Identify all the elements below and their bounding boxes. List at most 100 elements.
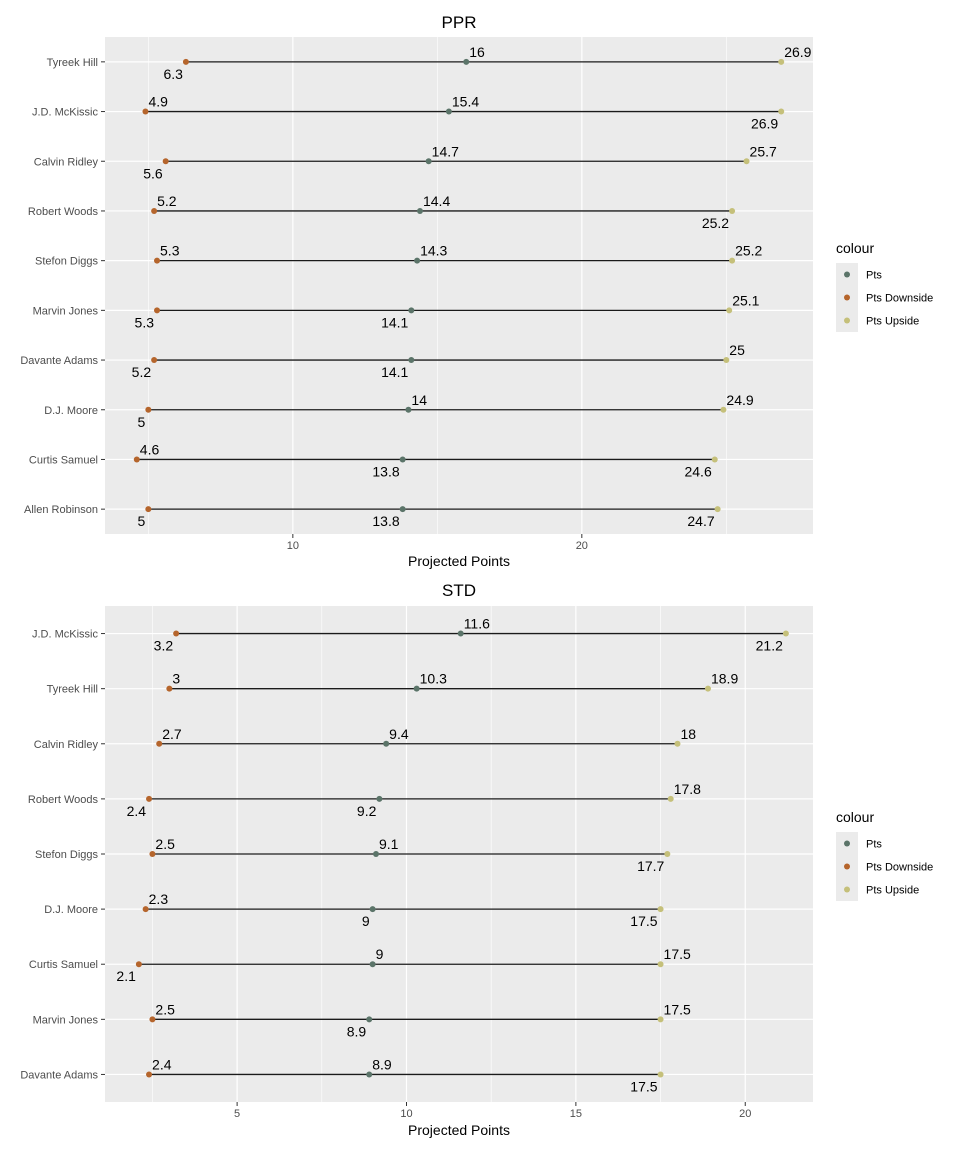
data-label-pts: 9.1 — [379, 836, 399, 852]
category-label: D.J. Moore — [44, 405, 98, 417]
data-label-pts: 14.4 — [423, 193, 450, 209]
data-label-pts-downside: 5 — [138, 414, 146, 430]
data-label-pts-upside: 17.5 — [664, 946, 691, 962]
data-label-pts-downside: 2.3 — [149, 891, 169, 907]
data-label-pts-upside: 17.5 — [664, 1001, 691, 1017]
chart-title: STD — [442, 581, 476, 600]
point-pts — [457, 630, 464, 637]
point-pts-downside — [135, 961, 142, 968]
point-pts-downside — [151, 357, 158, 364]
point-pts — [369, 906, 376, 913]
point-pts-upside — [714, 506, 721, 513]
x-tick-label: 10 — [287, 540, 299, 552]
chart-panel-ppr: PPR 10 20 Tyreek Hill J.D. McKissic Calvin Ri… — [20, 13, 933, 569]
point-pts-upside — [664, 851, 671, 857]
point-pts-upside — [782, 630, 789, 637]
point-pts-downside — [154, 307, 161, 314]
data-label-pts: 11.6 — [464, 616, 490, 632]
point-pts-upside — [743, 158, 750, 165]
point-pts-upside — [674, 740, 681, 747]
point-pts — [373, 851, 380, 857]
data-label-pts-upside: 25.2 — [735, 243, 762, 259]
data-label-pts-upside: 24.7 — [687, 513, 714, 529]
category-label: Tyreek Hill — [47, 57, 98, 69]
point-pts-downside — [154, 257, 161, 264]
data-label-pts-downside: 2.4 — [152, 1056, 172, 1072]
category-label: Calvin Ridley — [34, 739, 99, 751]
data-label-pts: 13.8 — [372, 513, 399, 529]
data-label-pts-downside: 5.3 — [135, 314, 155, 330]
point-pts-upside — [778, 108, 785, 115]
legend-label: Pts — [866, 270, 882, 282]
data-label-pts: 8.9 — [347, 1023, 367, 1039]
point-pts-downside — [146, 1071, 153, 1078]
point-pts — [463, 58, 470, 65]
point-pts-downside — [173, 630, 180, 637]
legend-label: Pts Upside — [866, 885, 919, 897]
data-label-pts: 16 — [469, 44, 485, 60]
category-label: Davante Adams — [20, 355, 98, 367]
point-pts — [383, 740, 390, 747]
x-axis-title: Projected Points — [408, 1122, 510, 1138]
point-pts-downside — [162, 158, 169, 165]
data-label-pts-upside: 25.2 — [702, 215, 729, 231]
data-label-pts-downside: 2.7 — [162, 726, 182, 742]
point-pts-upside — [657, 961, 664, 968]
data-label-pts: 9 — [376, 946, 384, 962]
category-label: J.D. McKissic — [32, 107, 99, 119]
point-pts — [413, 685, 420, 692]
point-pts-downside — [151, 207, 158, 214]
data-label-pts-upside: 18.9 — [711, 671, 738, 687]
point-pts-downside — [156, 740, 163, 747]
category-label: Calvin Ridley — [34, 156, 99, 168]
data-label-pts: 8.9 — [372, 1056, 392, 1072]
point-pts-downside — [149, 851, 156, 857]
point-pts-upside — [726, 307, 733, 314]
point-pts-downside — [149, 1016, 156, 1023]
data-label-pts-upside: 25 — [729, 342, 745, 358]
legend-title: colour — [836, 240, 874, 256]
point-pts — [425, 158, 432, 165]
legend-label: Pts Downside — [866, 293, 933, 305]
legend: colour Pts Pts Downside Pts Upside — [836, 240, 933, 332]
legend-title: colour — [836, 809, 874, 825]
plot-background — [105, 37, 813, 534]
data-label-pts-upside: 18 — [680, 726, 696, 742]
data-label-pts: 13.8 — [372, 463, 399, 479]
point-pts — [366, 1071, 373, 1078]
data-label-pts-downside: 5.6 — [143, 165, 163, 181]
legend-label: Pts Upside — [866, 316, 919, 328]
data-label-pts-downside: 2.1 — [116, 968, 136, 984]
point-pts-upside — [720, 406, 727, 413]
legend-swatch — [844, 271, 850, 278]
category-label: Curtis Samuel — [29, 959, 98, 971]
data-label-pts-downside: 4.9 — [148, 94, 168, 110]
data-label-pts-upside: 25.1 — [732, 292, 759, 308]
category-label: D.J. Moore — [44, 904, 98, 916]
point-pts — [405, 406, 412, 413]
data-label-pts-downside: 2.5 — [155, 1001, 175, 1017]
data-label-pts: 9 — [362, 913, 370, 929]
legend-swatch — [844, 317, 850, 324]
point-pts — [414, 257, 421, 264]
data-label-pts-upside: 25.7 — [750, 143, 777, 159]
x-tick-label: 5 — [234, 1108, 240, 1120]
point-pts-downside — [166, 685, 173, 692]
point-pts-upside — [729, 207, 736, 214]
data-label-pts: 15.4 — [452, 94, 479, 110]
data-label-pts-downside: 4.6 — [140, 441, 160, 457]
data-label-pts-downside: 5.2 — [157, 193, 177, 209]
category-label: Allen Robinson — [24, 504, 98, 516]
legend-label: Pts — [866, 839, 882, 851]
legend-label: Pts Downside — [866, 862, 933, 874]
point-pts — [399, 506, 406, 513]
category-label: Robert Woods — [28, 794, 99, 806]
legend-swatch — [844, 840, 850, 847]
data-label-pts: 9.2 — [357, 803, 377, 819]
x-tick-label: 20 — [739, 1108, 751, 1120]
point-pts — [369, 961, 376, 968]
category-label: Marvin Jones — [33, 1014, 99, 1026]
data-label-pts-downside: 2.4 — [127, 803, 147, 819]
data-label-pts: 14.1 — [381, 364, 408, 380]
